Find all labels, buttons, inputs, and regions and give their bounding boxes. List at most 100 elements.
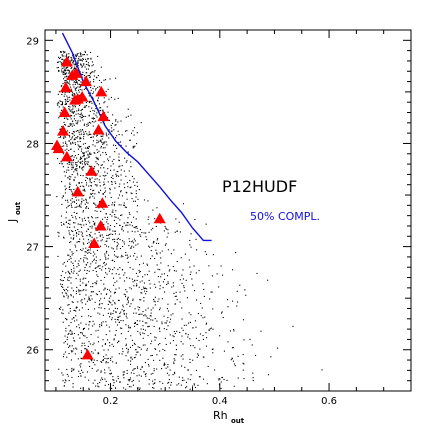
data-point bbox=[76, 137, 78, 139]
data-point bbox=[72, 262, 74, 264]
data-point bbox=[210, 327, 212, 329]
data-point bbox=[83, 188, 85, 190]
data-point bbox=[76, 170, 78, 172]
data-point bbox=[63, 236, 65, 238]
data-point bbox=[120, 174, 122, 176]
data-point bbox=[114, 241, 116, 243]
data-point bbox=[69, 249, 71, 251]
data-point bbox=[159, 330, 161, 332]
data-point bbox=[79, 86, 81, 88]
data-point bbox=[79, 204, 81, 206]
data-point bbox=[83, 189, 85, 191]
data-point bbox=[98, 192, 100, 194]
data-point bbox=[172, 340, 174, 342]
data-point bbox=[111, 343, 113, 345]
data-point bbox=[90, 316, 92, 318]
data-point bbox=[227, 306, 229, 308]
data-point bbox=[139, 313, 141, 315]
data-point bbox=[137, 230, 139, 232]
data-point bbox=[153, 298, 155, 300]
data-point bbox=[132, 181, 134, 183]
data-point bbox=[100, 307, 102, 309]
data-point bbox=[128, 327, 130, 329]
data-point bbox=[87, 64, 89, 66]
data-point bbox=[57, 255, 59, 257]
data-point bbox=[74, 320, 76, 322]
data-point bbox=[88, 101, 90, 103]
data-point bbox=[132, 147, 134, 149]
data-point bbox=[193, 384, 195, 386]
data-point bbox=[81, 201, 83, 203]
data-point bbox=[122, 348, 124, 350]
data-point bbox=[108, 326, 110, 328]
data-point bbox=[189, 338, 191, 340]
data-point bbox=[72, 55, 74, 57]
data-point bbox=[84, 115, 86, 117]
data-point bbox=[223, 350, 225, 352]
data-point bbox=[159, 350, 161, 352]
data-point bbox=[143, 232, 145, 234]
data-point bbox=[104, 175, 106, 177]
data-point bbox=[93, 223, 95, 225]
data-point bbox=[118, 321, 120, 323]
data-point bbox=[66, 207, 68, 209]
data-point bbox=[68, 312, 70, 314]
data-point bbox=[134, 252, 136, 254]
data-point bbox=[189, 244, 191, 246]
data-point bbox=[111, 273, 113, 275]
data-point bbox=[98, 231, 100, 233]
data-point bbox=[129, 277, 131, 279]
data-point bbox=[85, 323, 87, 325]
data-point bbox=[61, 203, 63, 205]
data-point bbox=[174, 295, 176, 297]
data-point bbox=[176, 384, 178, 386]
data-point bbox=[115, 124, 117, 126]
data-point bbox=[129, 179, 131, 181]
data-point bbox=[172, 313, 174, 315]
data-point bbox=[64, 98, 66, 100]
data-point bbox=[131, 132, 133, 134]
data-point bbox=[82, 156, 84, 158]
data-point bbox=[103, 181, 105, 183]
data-point bbox=[70, 189, 72, 191]
data-point bbox=[71, 109, 73, 111]
data-point bbox=[169, 321, 171, 323]
data-point bbox=[110, 233, 112, 235]
data-point bbox=[71, 214, 73, 216]
data-point bbox=[115, 255, 117, 257]
data-point bbox=[139, 299, 141, 301]
data-point bbox=[91, 61, 93, 63]
data-point bbox=[86, 125, 88, 127]
data-point bbox=[101, 142, 103, 144]
data-point bbox=[173, 270, 175, 272]
data-point bbox=[76, 110, 78, 112]
data-point bbox=[104, 308, 106, 310]
data-point bbox=[116, 147, 118, 149]
data-point bbox=[68, 140, 70, 142]
data-point bbox=[131, 230, 133, 232]
data-point bbox=[135, 190, 137, 192]
data-point bbox=[134, 322, 136, 324]
data-point bbox=[149, 246, 151, 248]
data-point bbox=[75, 64, 77, 66]
data-point bbox=[120, 191, 122, 193]
data-point bbox=[70, 89, 72, 91]
triangle-marker bbox=[88, 237, 101, 249]
data-point bbox=[132, 344, 134, 346]
data-point bbox=[89, 181, 91, 183]
data-point bbox=[69, 186, 71, 188]
data-point bbox=[79, 165, 81, 167]
data-point bbox=[72, 301, 74, 303]
data-point bbox=[94, 70, 96, 72]
data-point bbox=[151, 245, 153, 247]
data-point bbox=[81, 342, 83, 344]
data-point bbox=[119, 165, 121, 167]
data-point bbox=[64, 192, 66, 194]
data-point bbox=[80, 249, 82, 251]
data-point bbox=[74, 67, 76, 69]
data-point bbox=[108, 367, 110, 369]
data-point bbox=[95, 161, 97, 163]
data-point bbox=[73, 124, 75, 126]
data-point bbox=[80, 161, 82, 163]
data-point bbox=[85, 151, 87, 153]
